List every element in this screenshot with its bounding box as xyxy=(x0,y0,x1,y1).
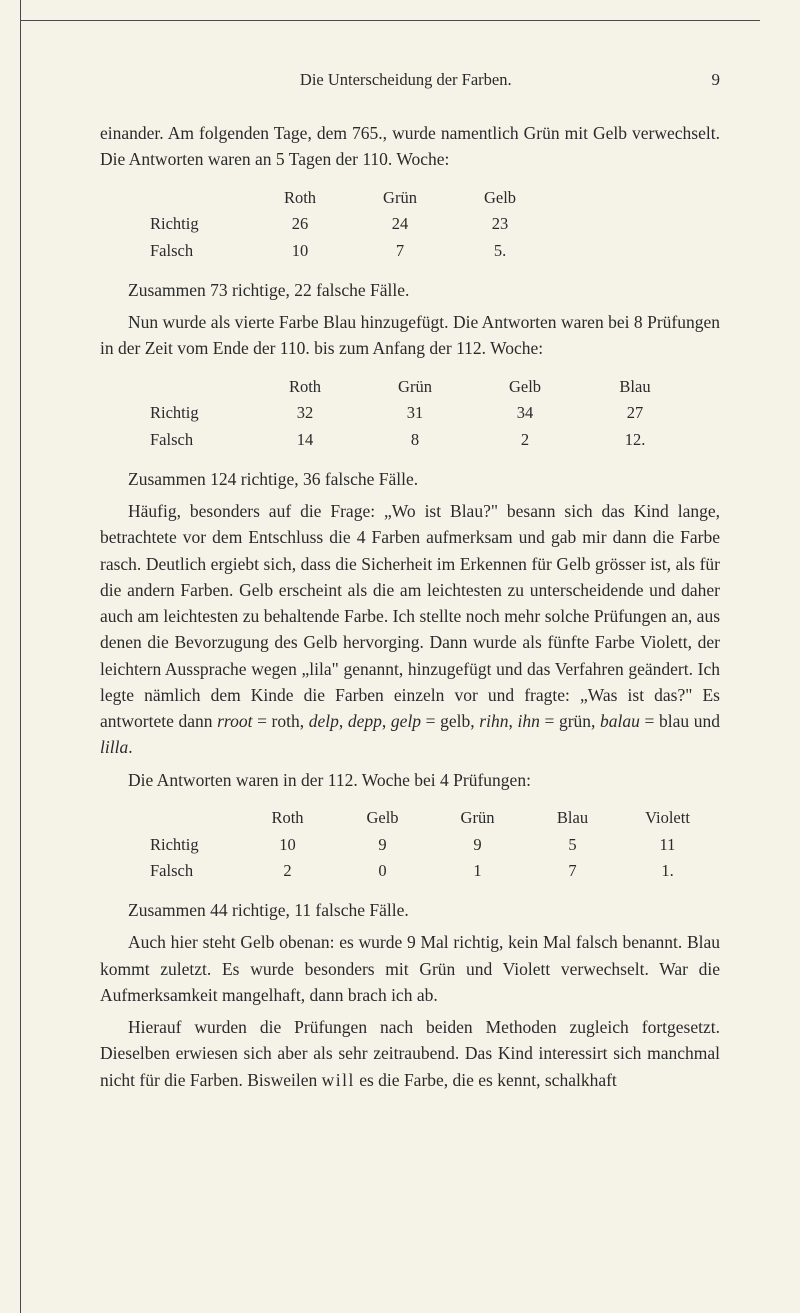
table-header-cell: Violett xyxy=(620,805,715,832)
table-cell: 24 xyxy=(350,211,450,238)
table-row-label: Richtig xyxy=(150,400,250,427)
summary-3: Zusammen 44 richtige, 11 falsche Fälle. xyxy=(100,897,720,923)
table-header-cell xyxy=(150,805,240,832)
table-row-label: Richtig xyxy=(150,211,250,238)
summary-2: Zusammen 124 richtige, 36 falsche Fälle. xyxy=(100,466,720,492)
table-cell: 12. xyxy=(580,427,690,454)
table-header-cell: Roth xyxy=(240,805,335,832)
table-row-label: Richtig xyxy=(150,832,240,859)
table-cell: 5 xyxy=(525,832,620,859)
table-header-cell: Blau xyxy=(580,374,690,401)
table-row-label: Falsch xyxy=(150,238,250,265)
paragraph-6: Hierauf wurden die Prüfungen nach beiden… xyxy=(100,1014,720,1093)
table-row-label: Falsch xyxy=(150,858,240,885)
table-cell: 9 xyxy=(335,832,430,859)
text-run: = roth, xyxy=(252,711,308,731)
italic-word: depp xyxy=(348,711,382,731)
table-cell: 10 xyxy=(250,238,350,265)
table-cell: 11 xyxy=(620,832,715,859)
body-text: einander. Am folgenden Tage, dem 765., w… xyxy=(100,120,720,1093)
paragraph-5: Auch hier steht Gelb obenan: es wurde 9 … xyxy=(100,929,720,1008)
table-1: Roth Grün Gelb Richtig 26 24 23 Falsch 1… xyxy=(150,185,720,265)
italic-word: ihn xyxy=(517,711,539,731)
table-header-cell: Grün xyxy=(360,374,470,401)
text-run: = grün, xyxy=(540,711,600,731)
page: Die Unterscheidung der Farben. 9 einande… xyxy=(0,0,800,1313)
table-cell: 31 xyxy=(360,400,470,427)
text-run: = blau und xyxy=(640,711,720,731)
text-run: , xyxy=(382,711,391,731)
spaced-word: will xyxy=(322,1070,355,1090)
table-cell: 7 xyxy=(525,858,620,885)
paragraph-4: Die Antworten waren in der 112. Woche be… xyxy=(100,767,720,793)
table-header-cell xyxy=(150,374,250,401)
running-title: Die Unterscheidung der Farben. xyxy=(300,70,512,90)
table-cell: 10 xyxy=(240,832,335,859)
table-cell: 0 xyxy=(335,858,430,885)
table-cell: 32 xyxy=(250,400,360,427)
table-cell: 34 xyxy=(470,400,580,427)
summary-1: Zusammen 73 richtige, 22 falsche Fälle. xyxy=(100,277,720,303)
italic-word: rihn xyxy=(479,711,508,731)
table-header-cell: Roth xyxy=(250,185,350,212)
table-cell: 2 xyxy=(240,858,335,885)
italic-word: delp xyxy=(309,711,339,731)
table-header-cell: Roth xyxy=(250,374,360,401)
italic-word: rroot xyxy=(217,711,252,731)
text-run: , xyxy=(339,711,348,731)
table-header-cell: Gelb xyxy=(335,805,430,832)
table-cell: 26 xyxy=(250,211,350,238)
italic-word: gelp xyxy=(391,711,421,731)
table-cell: 8 xyxy=(360,427,470,454)
table-cell: 2 xyxy=(470,427,580,454)
table-cell: 23 xyxy=(450,211,550,238)
italic-word: lilla xyxy=(100,737,128,757)
table-cell: 1. xyxy=(620,858,715,885)
table-3: Roth Gelb Grün Blau Violett Richtig 10 9… xyxy=(150,805,720,885)
table-header-cell: Grün xyxy=(430,805,525,832)
paragraph-1: einander. Am folgenden Tage, dem 765., w… xyxy=(100,120,720,173)
text-run: . xyxy=(128,737,132,757)
text-run: = gelb, xyxy=(421,711,479,731)
table-2: Roth Grün Gelb Blau Richtig 32 31 34 27 … xyxy=(150,374,720,454)
table-row-label: Falsch xyxy=(150,427,250,454)
table-header-cell: Gelb xyxy=(470,374,580,401)
text-run: Häufig, besonders auf die Frage: „Wo ist… xyxy=(100,501,720,731)
table-header-cell xyxy=(150,185,250,212)
table-header-cell: Gelb xyxy=(450,185,550,212)
paragraph-3: Häufig, besonders auf die Frage: „Wo ist… xyxy=(100,498,720,761)
table-cell: 14 xyxy=(250,427,360,454)
text-run: es die Farbe, die es kennt, schalkhaft xyxy=(355,1070,617,1090)
paragraph-2: Nun wurde als vierte Farbe Blau hinzugef… xyxy=(100,309,720,362)
page-number: 9 xyxy=(712,70,721,90)
table-cell: 1 xyxy=(430,858,525,885)
table-header-cell: Grün xyxy=(350,185,450,212)
table-cell: 27 xyxy=(580,400,690,427)
table-cell: 7 xyxy=(350,238,450,265)
table-header-cell: Blau xyxy=(525,805,620,832)
table-cell: 5. xyxy=(450,238,550,265)
italic-word: balau xyxy=(600,711,640,731)
table-cell: 9 xyxy=(430,832,525,859)
running-header: Die Unterscheidung der Farben. 9 xyxy=(100,70,720,90)
